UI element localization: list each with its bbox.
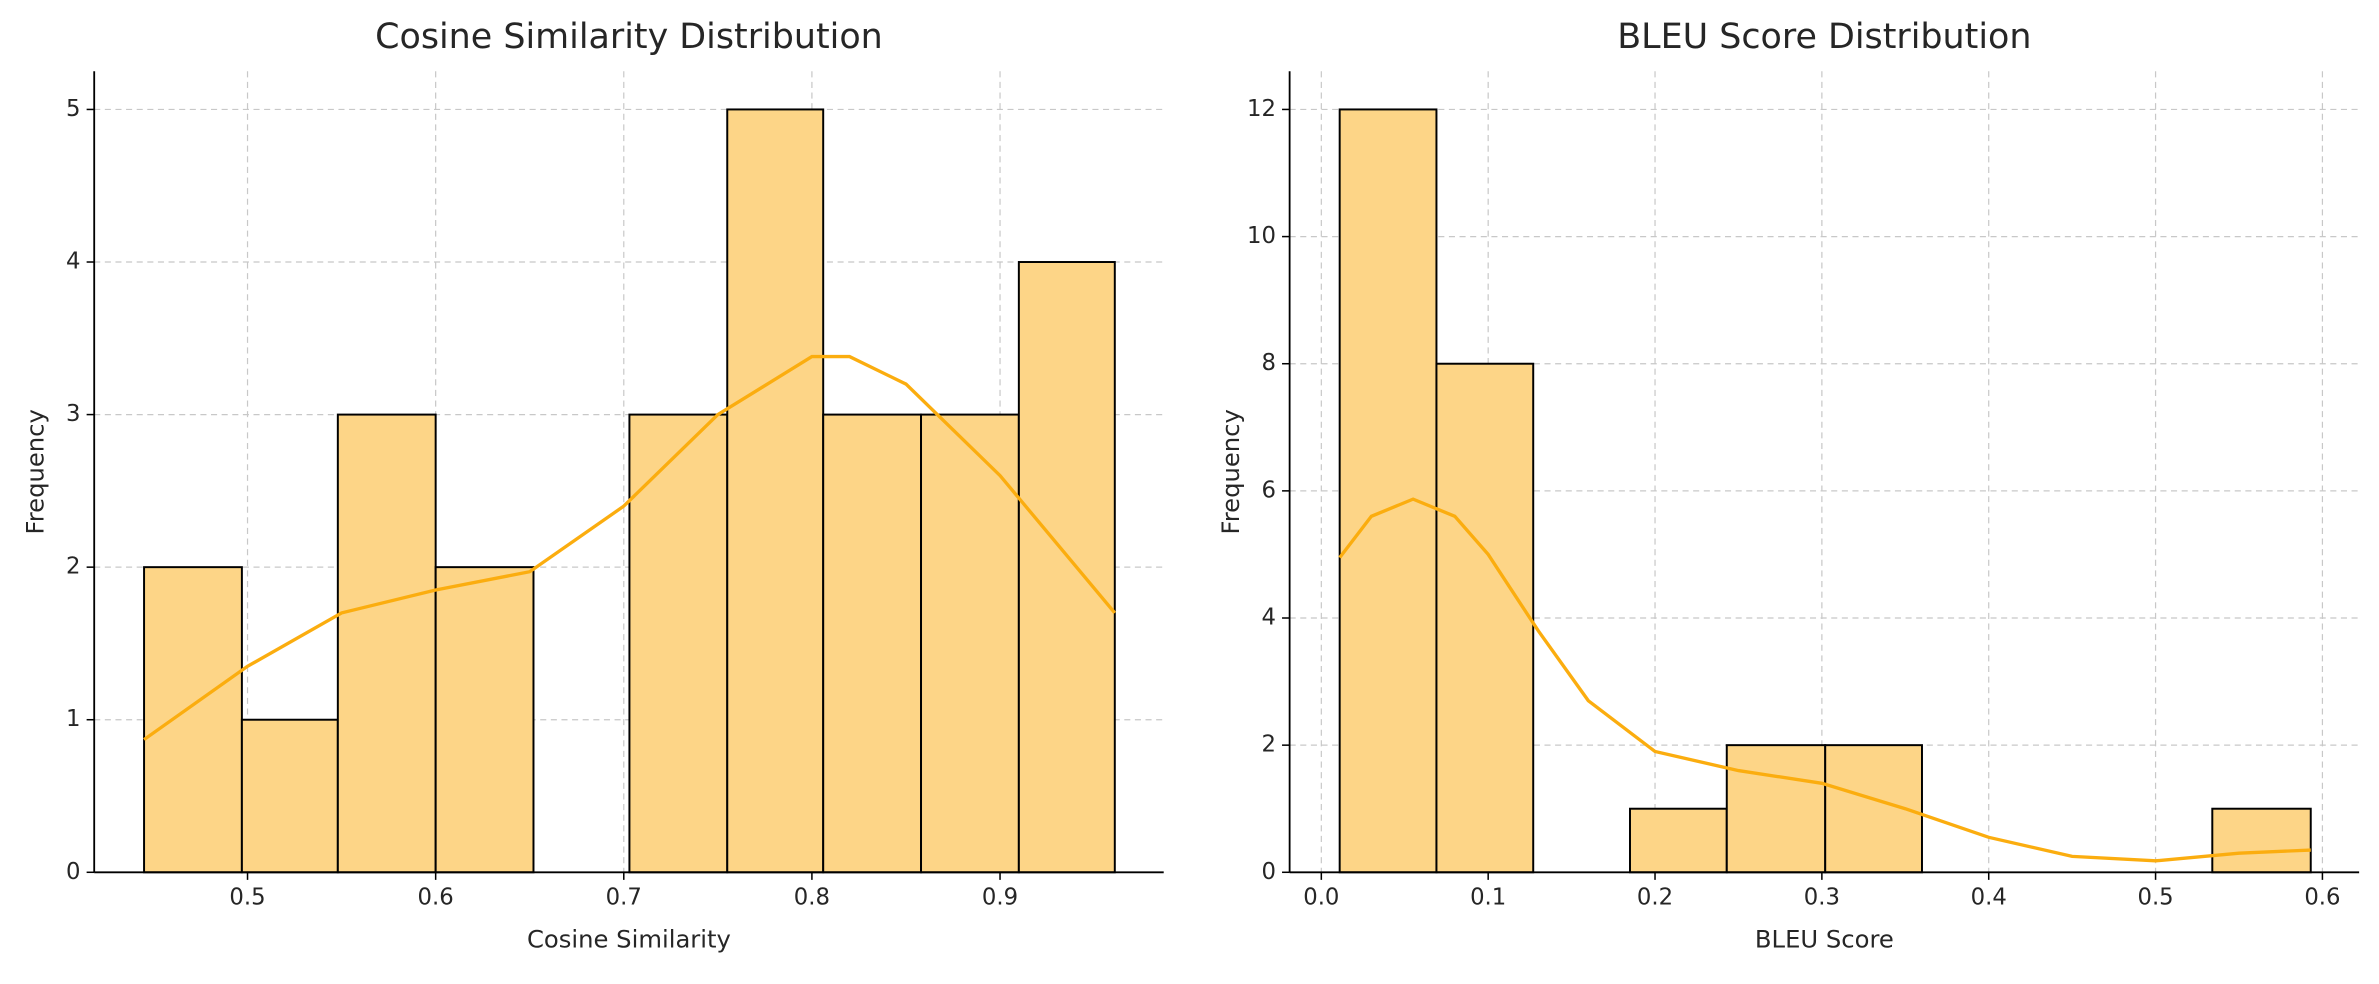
y-tick-label: 6 [1261, 477, 1275, 503]
x-tick-label: 0.3 [1804, 885, 1840, 911]
bar [240, 718, 339, 874]
y-tick-label: 1 [66, 706, 80, 732]
y-tick-label: 3 [66, 401, 80, 427]
x-tick-label: 0.6 [418, 885, 454, 911]
y-tick-label: 10 [1247, 223, 1276, 249]
x-tick-label: 0.0 [1303, 885, 1339, 911]
bar [143, 566, 243, 874]
x-tick-label: 0.2 [1637, 885, 1673, 911]
bar [726, 108, 825, 874]
y-tick-label: 2 [66, 554, 80, 580]
x-tick-label: 0.5 [229, 885, 265, 911]
x-tick-label: 0.9 [982, 885, 1018, 911]
bar [2211, 807, 2312, 874]
bar [628, 413, 729, 874]
bar [822, 413, 923, 874]
x-tick-label: 0.7 [606, 885, 642, 911]
subplot: 0 2 4 6 8 10 12 0.0 0.1 0.2 0.3 0.4 0.5 0.6 BLEU Score… [1216, 17, 2360, 954]
y-tick-label: 5 [66, 96, 80, 122]
bar [1435, 362, 1535, 874]
x-tick-label: 0.6 [2304, 885, 2340, 911]
bar [1725, 744, 1827, 874]
bar [1338, 108, 1438, 874]
x-tick-label: 0.4 [1971, 885, 2007, 911]
y-tick-label: 2 [1261, 732, 1275, 758]
kde-line [1338, 497, 2311, 863]
bar [336, 413, 437, 874]
x-tick-label: 0.8 [794, 885, 830, 911]
bar [434, 566, 535, 874]
y-axis-label: Frequency [21, 409, 50, 534]
bar [920, 413, 1020, 874]
y-tick-label: 0 [1261, 859, 1275, 885]
y-tick-label: 8 [1261, 350, 1275, 376]
kde-line [143, 354, 1117, 741]
y-tick-label: 12 [1247, 96, 1276, 122]
x-axis-label: BLEU Score [1755, 925, 1894, 954]
chart-title: Cosine Similarity Distribution [375, 17, 883, 57]
chart-title: BLEU Score Distribution [1617, 17, 2031, 57]
x-tick-label: 0.1 [1470, 885, 1506, 911]
y-axis-label: Frequency [1216, 409, 1245, 534]
bar [1629, 807, 1728, 874]
bar [1017, 261, 1116, 874]
y-tick-label: 0 [66, 859, 80, 885]
y-tick-label: 4 [66, 249, 80, 275]
x-tick-label: 0.5 [2137, 885, 2173, 911]
subplot: 0 1 2 3 4 5 0.5 0.6 0.7 0.8 0.9 Cosine Similarity D… [21, 17, 1164, 954]
x-axis-label: Cosine Similarity [527, 925, 731, 954]
y-tick-label: 4 [1261, 605, 1275, 631]
